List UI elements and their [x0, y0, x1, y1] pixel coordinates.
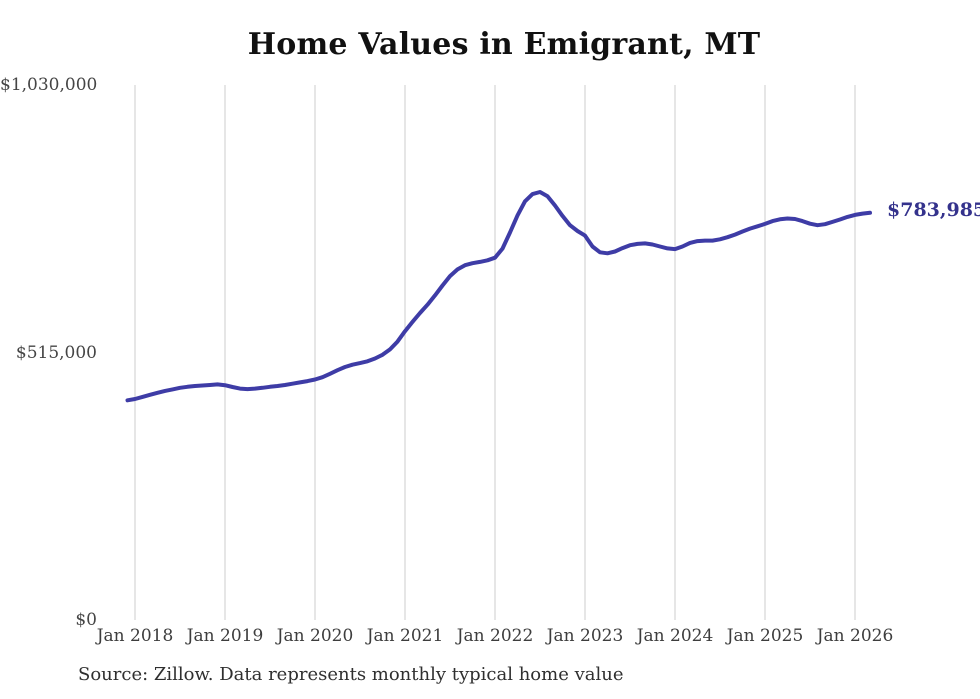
x-tick-label: Jan 2022 — [456, 626, 534, 646]
chart-title: Home Values in Emigrant, MT — [247, 27, 761, 62]
x-tick-label: Jan 2026 — [816, 626, 894, 646]
gridlines — [134, 85, 856, 620]
x-tick-label: Jan 2025 — [726, 626, 804, 646]
x-tick-label: Jan 2024 — [636, 626, 714, 646]
x-tick-label: Jan 2019 — [186, 626, 264, 646]
y-tick-label: $1,030,000 — [0, 75, 98, 95]
y-tick-label: $0 — [75, 610, 97, 630]
current-value-label: $783,985 — [887, 199, 980, 221]
x-tick-label: Jan 2023 — [546, 626, 624, 646]
y-tick-label: $515,000 — [15, 342, 97, 363]
source-note: Source: Zillow. Data represents monthly … — [78, 664, 624, 685]
x-tick-label: Jan 2020 — [276, 626, 354, 646]
x-tick-label: Jan 2021 — [366, 626, 444, 646]
x-tick-label: Jan 2018 — [96, 626, 174, 646]
home-value-line — [125, 190, 872, 403]
